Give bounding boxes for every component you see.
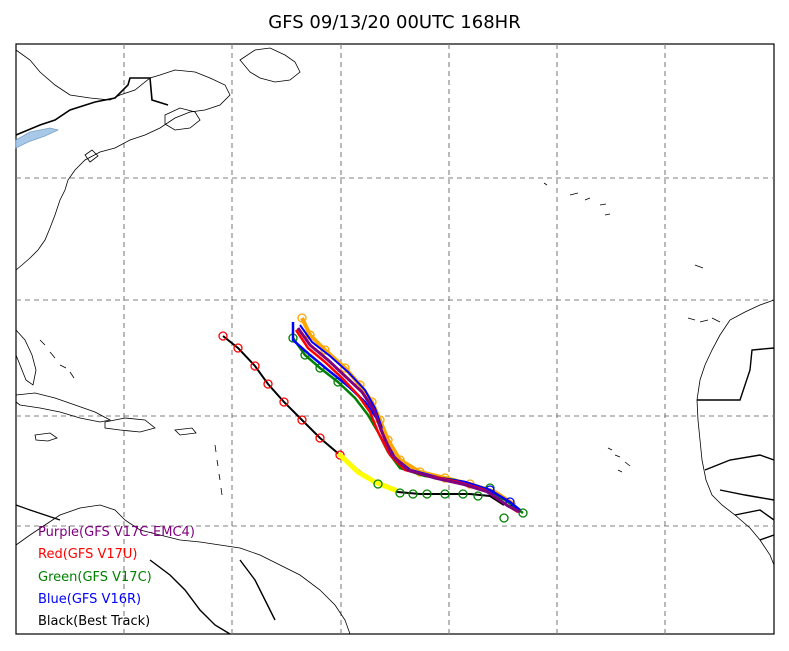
- africa-borders: [697, 347, 775, 541]
- cuba: [15, 392, 112, 423]
- africa-coast: [696, 299, 775, 566]
- cape-verde: [607, 447, 631, 473]
- coastlines: [15, 47, 775, 635]
- lesser-antilles: [214, 444, 223, 496]
- legend: Purple(GFS V17C-EMC4) Red(GFS V17U) Gree…: [38, 525, 195, 629]
- madeira: [694, 264, 704, 269]
- legend-item-green: Green(GFS V17C): [38, 570, 152, 585]
- yellow-track: [337, 452, 398, 493]
- legend-item-purple: Purple(GFS V17C-EMC4): [38, 525, 195, 540]
- bahamas: [39, 339, 75, 379]
- puerto-rico: [174, 427, 197, 436]
- hispaniola: [104, 417, 156, 433]
- purple-track: [296, 327, 521, 514]
- great-lakes: [15, 127, 60, 149]
- guyana-border: [239, 559, 276, 621]
- bermuda: [543, 182, 548, 186]
- canary-islands: [687, 317, 721, 323]
- legend-item-blue: Blue(GFS V16R): [38, 592, 141, 607]
- newfoundland: [239, 47, 301, 83]
- azores: [569, 192, 611, 216]
- north-america-coast: [15, 49, 231, 271]
- us-canada-border: [15, 77, 169, 136]
- legend-item-black: Black(Best Track): [38, 614, 150, 629]
- jamaica: [34, 432, 58, 442]
- grid-lines: [16, 44, 774, 634]
- venezuela-border: [149, 559, 231, 635]
- map-frame: [15, 43, 775, 635]
- legend-item-red: Red(GFS V17U): [38, 547, 138, 562]
- cape-cod: [84, 149, 99, 163]
- map-title: GFS 09/13/20 00UTC 168HR: [268, 12, 521, 33]
- nova-scotia: [164, 107, 201, 131]
- south-america-coast: [15, 504, 351, 635]
- central-america: [15, 504, 61, 521]
- florida: [15, 329, 37, 386]
